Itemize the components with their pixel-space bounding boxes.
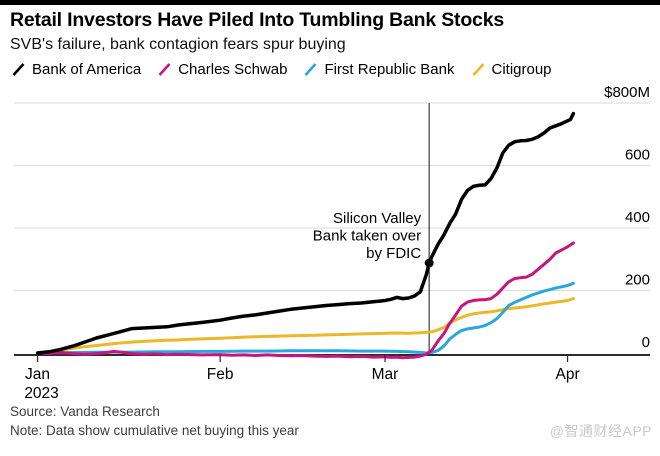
chart-legend: Bank of America Charles Schwab First Rep… (12, 61, 552, 78)
legend-item-charles-schwab: Charles Schwab (158, 61, 287, 78)
source-text: Source: Vanda Research (10, 404, 160, 419)
line-swatch-icon (304, 63, 317, 76)
legend-label: First Republic Bank (324, 61, 455, 78)
legend-label: Citigroup (491, 61, 552, 78)
legend-item-first-republic-bank: First Republic Bank (304, 61, 455, 78)
series-line-charles-schwab (36, 241, 575, 360)
y-axis-label: 600 (625, 147, 650, 164)
y-axis-label: 200 (625, 272, 650, 289)
series-line-citigroup (36, 297, 575, 355)
x-axis-label: Mar (372, 366, 399, 383)
chart-title: Retail Investors Have Piled Into Tumblin… (10, 9, 504, 31)
legend-label: Bank of America (32, 61, 142, 78)
y-axis-label: 0 (642, 334, 650, 351)
note-text: Note: Data show cumulative net buying th… (10, 423, 299, 438)
watermark-text: @智通财经APP (549, 423, 652, 439)
x-axis-label: Apr (555, 366, 579, 383)
svb-annotation-text: Bank taken over (313, 228, 421, 245)
x-axis-year-label: 2023 (24, 385, 58, 402)
line-swatch-icon (472, 63, 484, 76)
top-accent-bar (0, 0, 660, 5)
line-swatch-icon (12, 63, 25, 76)
line-swatch-icon (158, 63, 171, 76)
legend-item-bank-of-america: Bank of America (12, 61, 141, 78)
series-line-bank-of-america (35, 111, 576, 355)
x-axis-label: Jan (25, 366, 50, 383)
legend-item-citigroup: Citigroup (472, 61, 552, 78)
series-line-first-republic-bank (36, 281, 575, 355)
svb-annotation-text: Silicon Valley (333, 210, 422, 227)
y-axis-label: $800M (604, 84, 650, 101)
chart-subtitle: SVB's failure, bank contagion fears spur… (10, 36, 346, 53)
svb-marker-dot (424, 258, 434, 268)
y-axis-label: 400 (625, 209, 650, 226)
legend-label: Charles Schwab (178, 61, 288, 78)
svb-annotation-text: by FDIC (366, 245, 421, 262)
x-axis-label: Feb (207, 366, 234, 383)
